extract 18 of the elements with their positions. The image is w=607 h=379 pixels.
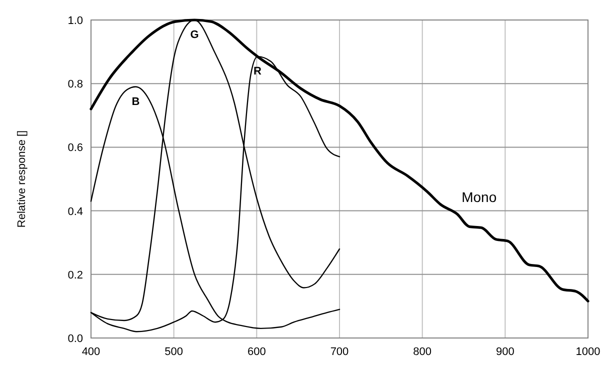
x-tick-label: 600 [247, 346, 266, 358]
y-axis-title: Relative response [] [16, 130, 28, 228]
y-tick-label: 1.0 [68, 15, 83, 27]
series-label: Mono [462, 188, 497, 205]
x-tick-label: 800 [413, 346, 432, 358]
x-tick-label: 500 [164, 346, 184, 358]
y-tick-label: 0.8 [68, 78, 83, 91]
x-tick-label: 900 [496, 346, 514, 358]
x-tick-label: 700 [330, 346, 349, 358]
y-tick-label: 0.6 [68, 142, 83, 154]
series-label: G [190, 29, 199, 41]
x-tick-label: 1000 [576, 346, 600, 358]
x-tick-label: 400 [82, 346, 100, 358]
y-tick-label: 0.4 [68, 206, 83, 218]
series-label: R [254, 66, 262, 78]
y-tick-label: 0.0 [68, 333, 83, 345]
series-label: B [132, 96, 140, 108]
y-tick-label: 0.2 [68, 269, 83, 282]
